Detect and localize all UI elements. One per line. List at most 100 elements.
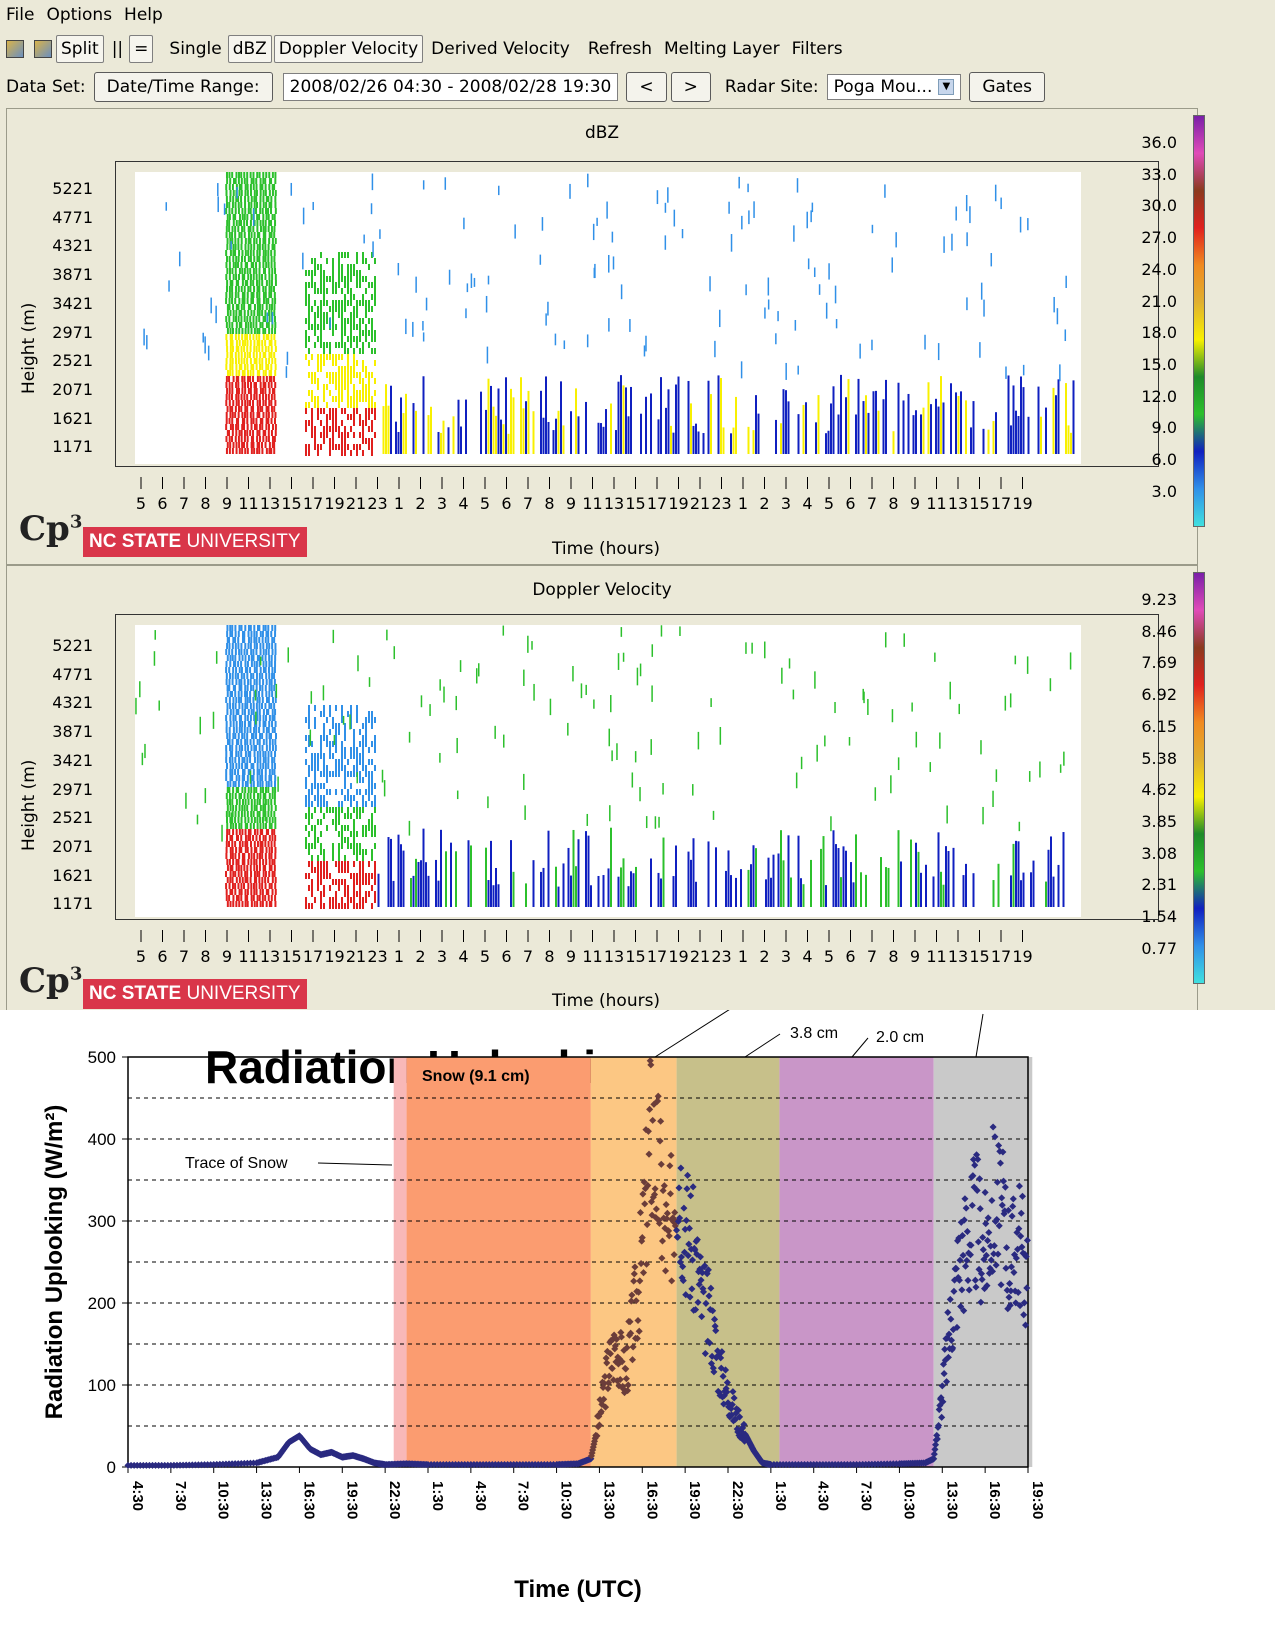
radar-return bbox=[362, 765, 364, 771]
radar-return bbox=[362, 795, 364, 801]
menu-help[interactable]: Help bbox=[124, 5, 163, 25]
depth-label: 2.0 cm bbox=[876, 1029, 924, 1046]
radar-return bbox=[225, 679, 228, 685]
split-button[interactable]: Split bbox=[56, 35, 104, 63]
radar-speckle bbox=[718, 309, 721, 328]
single-button[interactable]: Single bbox=[169, 39, 222, 59]
data-point bbox=[635, 1288, 643, 1296]
date-time-range-field[interactable]: 2008/02/26 04:30 - 2008/02/28 19:30 bbox=[282, 73, 619, 101]
radar-return bbox=[374, 735, 376, 741]
radar-return bbox=[273, 214, 276, 220]
y-tick-label: 2521 bbox=[52, 808, 93, 828]
radar-return bbox=[261, 853, 264, 859]
radar-return bbox=[350, 300, 352, 306]
radar-return bbox=[273, 871, 276, 877]
melting-layer-button[interactable]: Melting Layer bbox=[664, 39, 780, 59]
radar-return bbox=[892, 431, 895, 454]
radar-return bbox=[237, 388, 240, 394]
radar-return bbox=[344, 252, 346, 258]
radar-return bbox=[235, 709, 238, 715]
radar-return bbox=[240, 262, 243, 268]
radar-return bbox=[259, 889, 262, 895]
radar-return bbox=[250, 655, 253, 661]
radar-return bbox=[240, 817, 243, 823]
radar-return bbox=[317, 879, 319, 885]
save-icon[interactable] bbox=[34, 40, 52, 58]
radar-speckle bbox=[980, 740, 982, 755]
radar-return bbox=[253, 202, 256, 208]
radar-return bbox=[270, 655, 273, 661]
x-tick-label: 13:30 bbox=[258, 1481, 275, 1519]
data-point bbox=[671, 1208, 679, 1216]
previous-button[interactable]: < bbox=[626, 72, 667, 102]
radar-return bbox=[308, 735, 310, 741]
radar-return bbox=[270, 226, 273, 232]
radar-return bbox=[226, 352, 229, 358]
radar-return bbox=[362, 801, 364, 807]
menu-file[interactable]: File bbox=[6, 5, 35, 25]
x-tick-label: 7 bbox=[523, 494, 533, 513]
radar-return bbox=[258, 262, 261, 268]
gates-button[interactable]: Gates bbox=[969, 72, 1045, 102]
vertical-split-button[interactable]: || bbox=[111, 39, 124, 59]
radar-return bbox=[256, 853, 259, 859]
radar-return bbox=[332, 723, 334, 729]
radar-return bbox=[250, 895, 253, 901]
radar-return bbox=[365, 801, 367, 807]
radar-return bbox=[238, 364, 241, 370]
doppler-velocity-button[interactable]: Doppler Velocity bbox=[273, 35, 424, 63]
radar-return bbox=[249, 751, 252, 757]
radar-return bbox=[271, 298, 274, 304]
dbz-button[interactable]: dBZ bbox=[227, 35, 272, 63]
radar-return bbox=[947, 851, 950, 907]
radar-return bbox=[253, 358, 256, 364]
radar-return bbox=[262, 328, 265, 334]
color-scale-label: 30.0 bbox=[1141, 196, 1177, 216]
radar-return bbox=[332, 420, 334, 426]
radar-return bbox=[347, 897, 349, 903]
open-folder-icon[interactable] bbox=[6, 40, 24, 58]
radar-return bbox=[332, 897, 334, 903]
radar-return bbox=[350, 324, 352, 330]
x-tick-label: 8 bbox=[200, 494, 210, 513]
radar-speckle bbox=[747, 183, 749, 193]
radar-return bbox=[225, 727, 228, 733]
dbz-panel: dBZ Height (m) 5 6 7 8 9 11 13 15 17 19 21 23 1 2 3 4 5 6… bbox=[6, 108, 1205, 565]
radar-return bbox=[232, 661, 235, 667]
radar-speckle bbox=[745, 284, 747, 296]
horizontal-split-button[interactable]: = bbox=[129, 35, 154, 63]
radar-return bbox=[797, 835, 800, 907]
x-tick-label: 2 bbox=[415, 494, 425, 513]
radar-return bbox=[228, 376, 231, 382]
radar-speckle bbox=[891, 709, 894, 723]
radar-return bbox=[273, 256, 276, 262]
data-point bbox=[945, 1330, 953, 1338]
radar-return bbox=[368, 711, 370, 717]
data-point bbox=[998, 1194, 1006, 1202]
radar-return bbox=[240, 715, 243, 721]
filters-button[interactable]: Filters bbox=[791, 39, 843, 59]
radar-return bbox=[268, 769, 271, 775]
radar-return bbox=[225, 745, 228, 751]
radar-return bbox=[259, 376, 262, 382]
radar-return bbox=[347, 843, 349, 849]
next-button[interactable]: > bbox=[670, 72, 711, 102]
radar-return bbox=[229, 817, 232, 823]
radar-return bbox=[347, 885, 349, 891]
radar-return bbox=[273, 394, 276, 400]
menu-options[interactable]: Options bbox=[46, 5, 113, 25]
radar-return bbox=[228, 214, 231, 220]
radar-return bbox=[258, 172, 261, 178]
derived-velocity-button[interactable]: Derived Velocity bbox=[431, 39, 570, 59]
radar-return bbox=[231, 298, 234, 304]
date-time-range-button[interactable]: Date/Time Range: bbox=[93, 72, 273, 102]
radar-return bbox=[374, 336, 376, 342]
radar-return bbox=[237, 178, 240, 184]
radar-site-select[interactable]: Poga Mou... ▼ bbox=[826, 74, 962, 100]
radar-return bbox=[261, 685, 264, 691]
refresh-button[interactable]: Refresh bbox=[587, 39, 653, 59]
radar-return bbox=[264, 823, 267, 829]
radar-return bbox=[326, 873, 328, 879]
radar-return bbox=[268, 823, 271, 829]
radar-return bbox=[305, 735, 307, 741]
